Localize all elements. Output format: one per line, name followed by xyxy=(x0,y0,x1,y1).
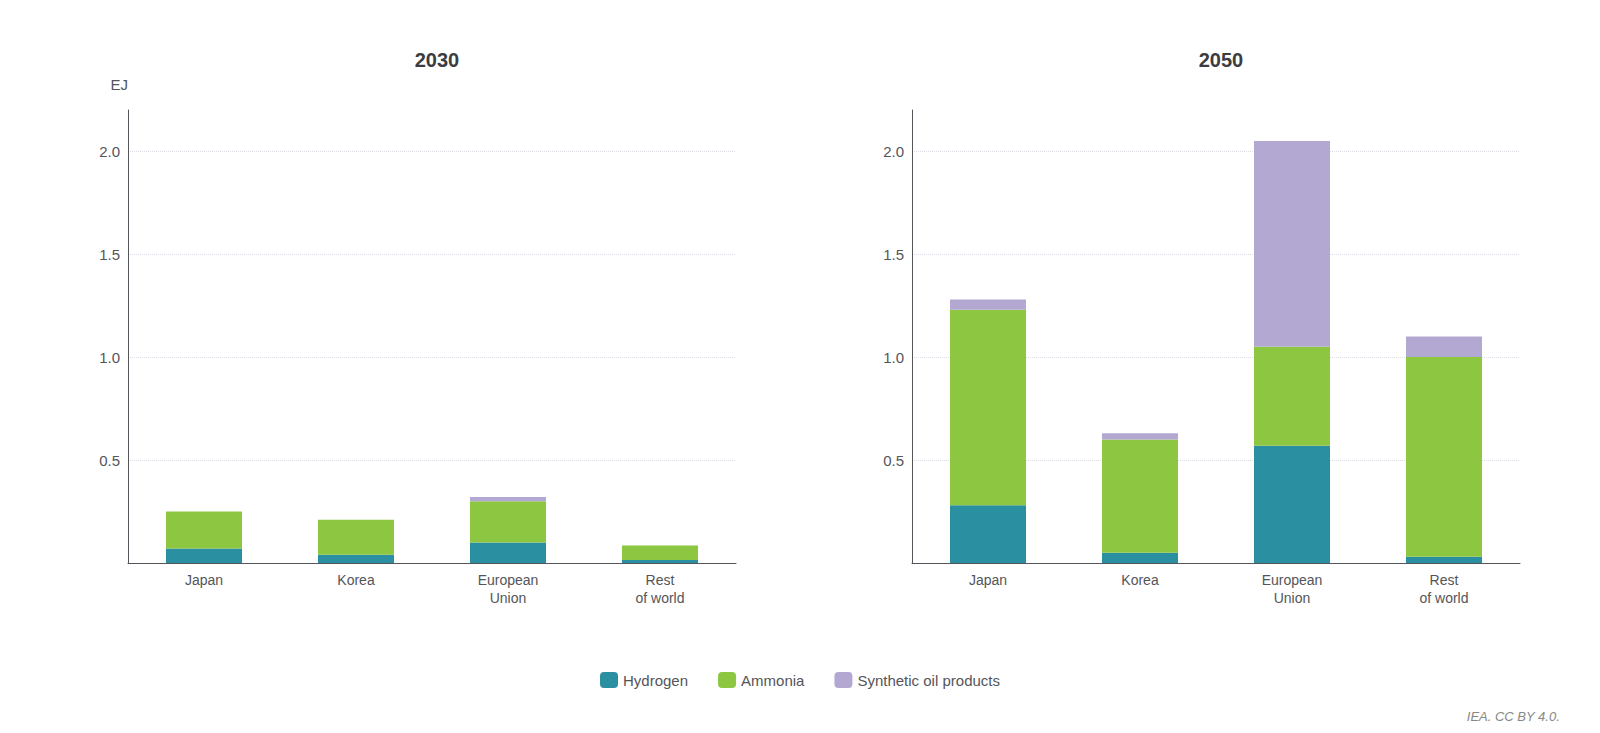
svg-text:Hydrogen: Hydrogen xyxy=(623,672,688,689)
svg-text:2.0: 2.0 xyxy=(883,143,904,160)
svg-text:1.5: 1.5 xyxy=(99,246,120,263)
svg-text:European: European xyxy=(1262,572,1323,588)
svg-text:1.0: 1.0 xyxy=(99,349,120,366)
svg-text:2050: 2050 xyxy=(1199,49,1244,71)
svg-text:Union: Union xyxy=(490,590,527,606)
svg-text:Japan: Japan xyxy=(185,572,223,588)
svg-text:1.0: 1.0 xyxy=(883,349,904,366)
svg-text:0.5: 0.5 xyxy=(99,452,120,469)
svg-text:Rest: Rest xyxy=(646,572,675,588)
svg-text:Union: Union xyxy=(1274,590,1311,606)
svg-text:Korea: Korea xyxy=(1121,572,1159,588)
svg-text:IEA. CC BY 4.0.: IEA. CC BY 4.0. xyxy=(1467,709,1560,724)
svg-text:0.5: 0.5 xyxy=(883,452,904,469)
svg-text:Japan: Japan xyxy=(969,572,1007,588)
svg-text:Rest: Rest xyxy=(1430,572,1459,588)
svg-text:2030: 2030 xyxy=(415,49,460,71)
svg-text:of world: of world xyxy=(635,590,684,606)
svg-text:2.0: 2.0 xyxy=(99,143,120,160)
svg-text:of world: of world xyxy=(1419,590,1468,606)
svg-text:Korea: Korea xyxy=(337,572,375,588)
svg-text:European: European xyxy=(478,572,539,588)
svg-text:Synthetic oil products: Synthetic oil products xyxy=(857,672,1000,689)
svg-text:EJ: EJ xyxy=(110,76,128,93)
svg-text:1.5: 1.5 xyxy=(883,246,904,263)
svg-text:Ammonia: Ammonia xyxy=(741,672,805,689)
